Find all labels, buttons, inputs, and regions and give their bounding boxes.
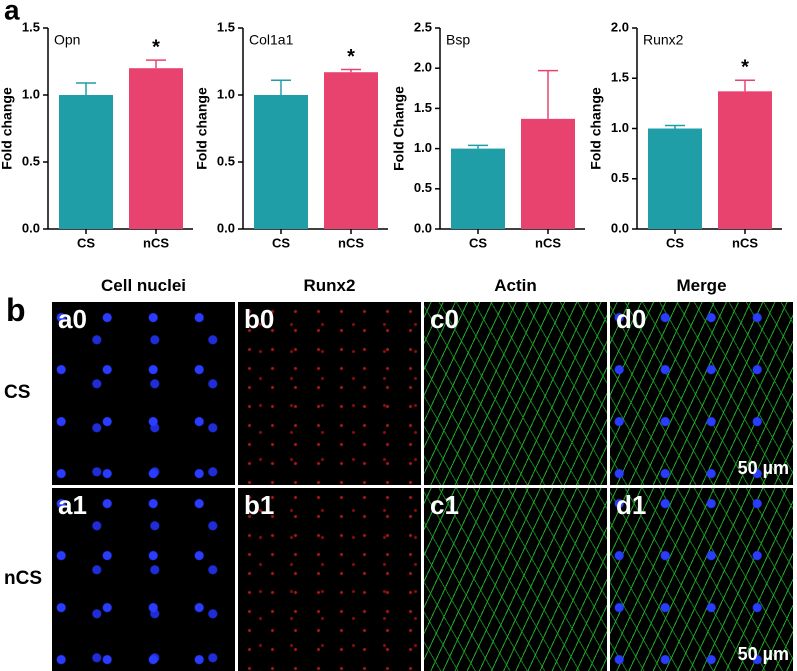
y-tick-label: 0.5	[611, 170, 629, 185]
row-label: nCS	[4, 568, 42, 589]
bar	[451, 148, 505, 229]
x-tick-label: nCS	[338, 235, 364, 250]
y-tick-label: 0.0	[414, 220, 432, 235]
significance-mark: *	[741, 57, 749, 79]
scale-bar-label: 50 µm	[737, 644, 789, 664]
tile-label: c0	[430, 304, 459, 334]
x-tick-label: CS	[77, 235, 95, 250]
tile-label: a1	[58, 490, 87, 520]
micrograph: a0	[52, 302, 235, 485]
x-tick-label: nCS	[535, 235, 561, 250]
y-tick-label: 1.0	[22, 86, 40, 101]
y-tick-label: 0.0	[217, 220, 235, 235]
chart-title: Col1a1	[249, 32, 294, 48]
x-tick-label: CS	[272, 235, 290, 250]
scale-bar-label: 50 µm	[737, 458, 789, 478]
bar	[59, 95, 113, 229]
y-tick-label: 1.5	[22, 19, 40, 34]
panel-a: a 0.0 0.5 1.0 1.5 Fold change Opn CS nCS * 0.0 0.5…	[0, 0, 782, 250]
y-tick-label: 0.5	[217, 153, 235, 168]
y-axis-label: Fold change	[588, 87, 604, 170]
bar	[254, 95, 308, 229]
micrograph: d1 50 µm	[610, 488, 793, 671]
micrograph: c0	[424, 302, 607, 485]
micrograph: c1	[424, 488, 607, 671]
y-tick-label: 2.5	[414, 19, 432, 34]
chart-title: Runx2	[643, 32, 684, 48]
tile-label: c1	[430, 490, 459, 520]
y-tick-label: 0.0	[22, 220, 40, 235]
y-tick-label: 1.5	[611, 70, 629, 85]
y-axis-label: Fold change	[0, 87, 15, 170]
y-tick-label: 0.5	[414, 180, 432, 195]
column-header: Runx2	[303, 276, 356, 295]
tile-label: d1	[616, 490, 647, 520]
y-tick-label: 1.5	[217, 19, 235, 34]
tile-label: b0	[244, 304, 275, 334]
panel-label: a	[4, 0, 20, 25]
bar	[324, 72, 378, 229]
column-header: Actin	[494, 276, 537, 295]
column-header: Merge	[676, 276, 727, 295]
y-tick-label: 1.0	[414, 140, 432, 155]
micrograph: b0	[238, 302, 421, 485]
significance-mark: *	[347, 46, 355, 68]
significance-mark: *	[152, 36, 160, 58]
micrograph: a1	[52, 488, 235, 671]
y-tick-label: 0.0	[611, 220, 629, 235]
tile-label: a0	[58, 304, 87, 334]
bar	[521, 118, 575, 229]
y-axis-label: Fold Change	[391, 86, 407, 171]
micrograph: d0 50 µm	[610, 302, 793, 485]
row-label: CS	[4, 382, 31, 403]
y-tick-label: 1.0	[611, 120, 629, 135]
panel-label: b	[6, 292, 26, 328]
micrograph: b1	[238, 488, 421, 671]
x-tick-label: CS	[469, 235, 487, 250]
bar	[648, 128, 702, 229]
chart-title: Bsp	[446, 32, 470, 48]
chart-title: Opn	[54, 32, 80, 48]
y-tick-label: 2.0	[611, 19, 629, 34]
column-header: Cell nuclei	[100, 276, 187, 295]
bar	[718, 91, 772, 229]
bar	[129, 68, 183, 229]
x-tick-label: nCS	[732, 235, 758, 250]
tile-label: d0	[616, 304, 647, 334]
x-tick-label: CS	[666, 235, 684, 250]
tile-label: b1	[244, 490, 275, 520]
x-tick-label: nCS	[143, 235, 169, 250]
y-tick-label: 0.5	[22, 153, 40, 168]
y-tick-label: 2.0	[414, 60, 432, 75]
y-axis-label: Fold change	[194, 87, 210, 170]
y-tick-label: 1.0	[217, 86, 235, 101]
y-tick-label: 1.5	[414, 100, 432, 115]
